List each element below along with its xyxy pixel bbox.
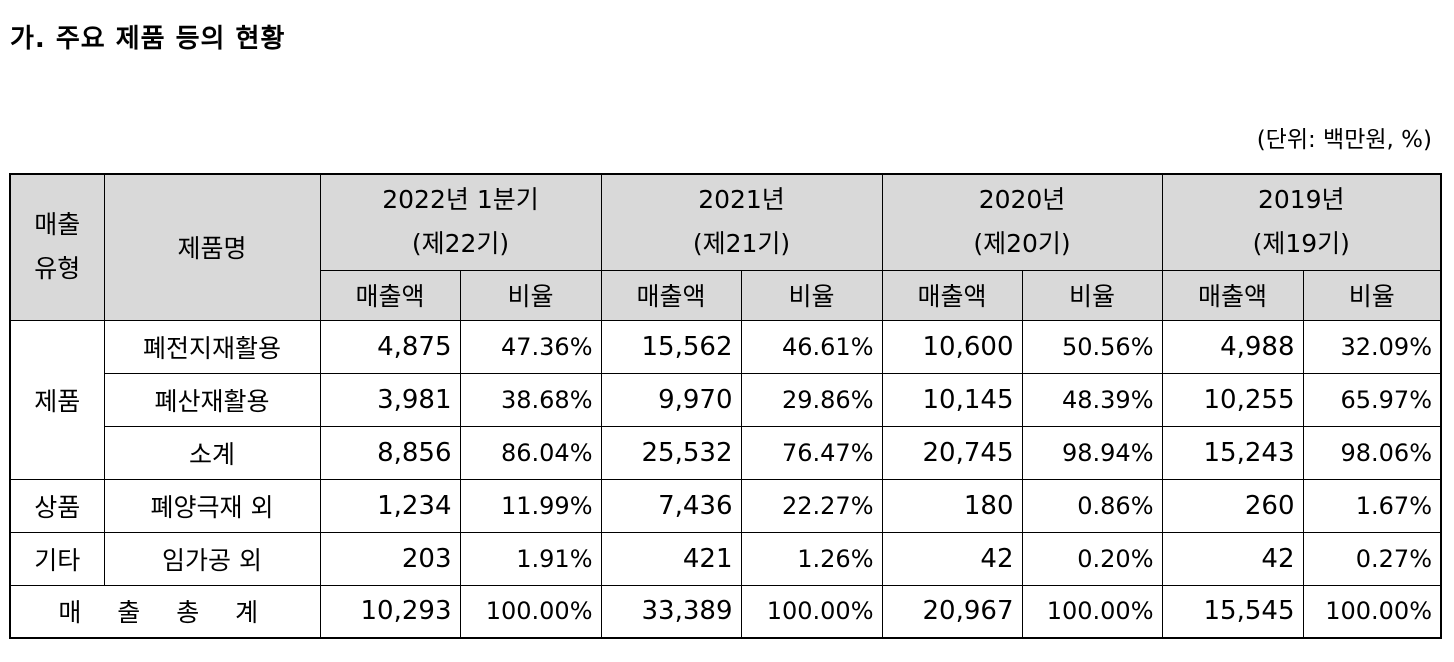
cell-sales: 10,145 [881, 372, 1023, 427]
cell-ratio: 0.86% [1021, 478, 1163, 533]
group-label: 기타 [9, 531, 105, 586]
section-title: 가. 주요 제품 등의 현황 [10, 24, 286, 54]
cell-ratio: 0.20% [1021, 531, 1163, 586]
row-product-name: 소계 [103, 425, 321, 480]
cell-ratio: 32.09% [1302, 319, 1442, 374]
cell-ratio: 1.67% [1302, 478, 1442, 533]
cell-ratio: 22.27% [740, 478, 883, 533]
cell-ratio: 65.97% [1302, 372, 1442, 427]
cell-sales: 203 [319, 531, 461, 586]
header-sales: 매출액 [600, 269, 742, 321]
cell-ratio: 100.00% [459, 584, 602, 639]
cell-ratio: 98.94% [1021, 425, 1163, 480]
header-ratio: 비율 [1302, 269, 1442, 321]
cell-sales: 3,981 [319, 372, 461, 427]
cell-sales: 42 [881, 531, 1023, 586]
cell-sales: 8,856 [319, 425, 461, 480]
cell-ratio: 1.91% [459, 531, 602, 586]
header-sales: 매출액 [881, 269, 1023, 321]
header-ratio: 비율 [740, 269, 883, 321]
cell-sales: 260 [1161, 478, 1304, 533]
cell-sales: 15,562 [600, 319, 742, 374]
cell-sales: 20,745 [881, 425, 1023, 480]
cell-sales: 180 [881, 478, 1023, 533]
group-label: 상품 [9, 478, 105, 533]
header-sales-type: 매출 유형 [9, 173, 105, 321]
cell-sales: 9,970 [600, 372, 742, 427]
row-product-name: 폐산재활용 [103, 372, 321, 427]
cell-ratio: 29.86% [740, 372, 883, 427]
table-row: 제품 폐전지재활용 4,875 47.36% 15,562 46.61% 10,… [9, 319, 1442, 480]
cell-sales: 15,243 [1161, 425, 1304, 480]
cell-ratio: 46.61% [740, 319, 883, 374]
header-period: 2021년 (제21기) [600, 173, 883, 271]
row-product-name: 임가공 외 [103, 531, 321, 586]
cell-ratio: 38.68% [459, 372, 602, 427]
cell-sales: 10,293 [319, 584, 461, 639]
row-product-name: 폐전지재활용 [103, 319, 321, 374]
cell-sales: 1,234 [319, 478, 461, 533]
table-row: 소계 8,856 86.04% 25,532 76.47% 20,745 98.… [10, 425, 1442, 480]
cell-ratio: 98.06% [1302, 425, 1442, 480]
header-period: 2020년 (제20기) [881, 173, 1163, 271]
table-row: 폐산재활용 3,981 38.68% 9,970 29.86% 10,145 4… [10, 372, 1442, 427]
header-sales: 매출액 [1161, 269, 1304, 321]
cell-ratio: 100.00% [1302, 584, 1442, 639]
cell-ratio: 100.00% [740, 584, 883, 639]
cell-ratio: 1.26% [740, 531, 883, 586]
cell-sales: 20,967 [881, 584, 1023, 639]
cell-sales: 4,988 [1161, 319, 1304, 374]
cell-ratio: 48.39% [1021, 372, 1163, 427]
header-ratio: 비율 [459, 269, 602, 321]
header-period: 2019년 (제19기) [1161, 173, 1442, 271]
cell-sales: 10,600 [881, 319, 1023, 374]
cell-sales: 15,545 [1161, 584, 1304, 639]
cell-sales: 10,255 [1161, 372, 1304, 427]
table-row: 상품 폐양극재 외 1,234 11.99% 7,436 22.27% 180 … [9, 478, 1442, 533]
cell-ratio: 50.56% [1021, 319, 1163, 374]
cell-ratio: 47.36% [459, 319, 602, 374]
cell-sales: 33,389 [600, 584, 742, 639]
total-row: 매 출 총 계 10,293 100.00% 33,389 100.00% 20… [9, 584, 1442, 639]
cell-ratio: 11.99% [459, 478, 602, 533]
cell-sales: 7,436 [600, 478, 742, 533]
table-row: 기타 임가공 외 203 1.91% 421 1.26% 42 0.20% 42… [9, 531, 1442, 586]
header-ratio: 비율 [1021, 269, 1163, 321]
cell-sales: 421 [600, 531, 742, 586]
cell-sales: 42 [1161, 531, 1304, 586]
products-table: 매출 유형 제품명 2022년 1분기 (제22기) 2021년 (제21기) … [9, 173, 1442, 639]
unit-note: (단위: 백만원, %) [1256, 127, 1432, 153]
header-period: 2022년 1분기 (제22기) [319, 173, 602, 271]
cell-ratio: 0.27% [1302, 531, 1442, 586]
header-sales: 매출액 [319, 269, 461, 321]
group-label: 제품 [9, 319, 105, 480]
cell-ratio: 76.47% [740, 425, 883, 480]
header-product-name: 제품명 [103, 173, 321, 321]
total-label: 매 출 총 계 [9, 584, 321, 639]
cell-ratio: 86.04% [459, 425, 602, 480]
cell-sales: 4,875 [319, 319, 461, 374]
row-product-name: 폐양극재 외 [103, 478, 321, 533]
cell-sales: 25,532 [600, 425, 742, 480]
cell-ratio: 100.00% [1021, 584, 1163, 639]
